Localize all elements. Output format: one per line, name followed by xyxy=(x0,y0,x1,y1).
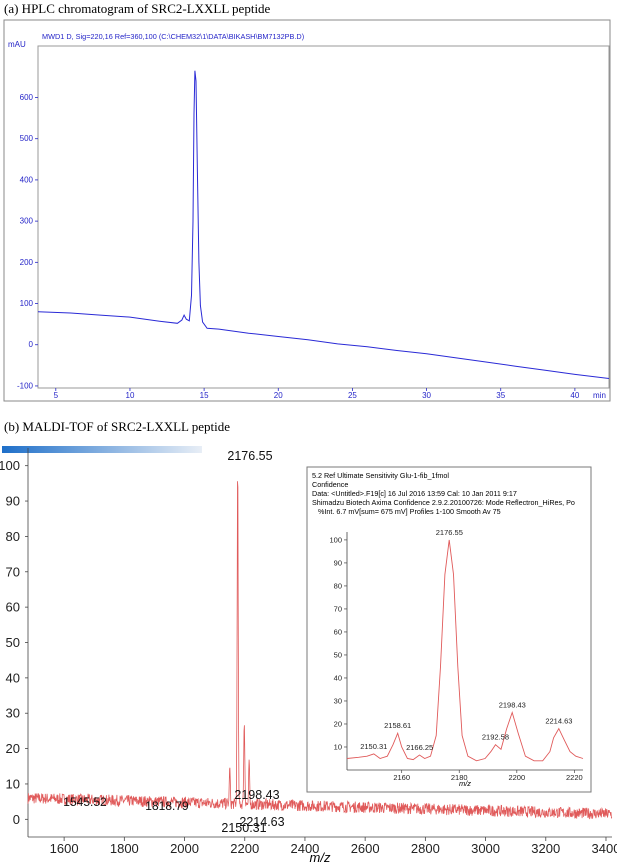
inset-y-tick-label: 80 xyxy=(334,581,342,590)
hplc-y-tick-label: 200 xyxy=(20,258,34,267)
inset-peak-labels: 2150.31 2158.61 2166.25 2176.55 2192.58 2198.… xyxy=(360,528,572,752)
maldi-x-tick-label: 2800 xyxy=(411,841,440,856)
inset-peak-label: 2158.61 xyxy=(384,721,411,730)
hplc-caption: (a) HPLC chromatogram of SRC2-LXXLL pept… xyxy=(4,1,271,16)
inset-peak-label: 2150.31 xyxy=(360,742,387,751)
hplc-outer-frame xyxy=(3,19,611,402)
inset-y-tick-label: 60 xyxy=(334,627,342,636)
hplc-y-tick-label: 600 xyxy=(20,93,34,102)
maldi-y-tick-label: 30 xyxy=(6,706,20,721)
maldi-y-tick-label: 80 xyxy=(6,529,20,544)
hplc-plot-frame xyxy=(37,45,610,389)
hplc-x-tick-label: 40 xyxy=(570,391,579,400)
inset-peak-label: 2176.55 xyxy=(436,528,463,537)
inset-y-tick-label: 50 xyxy=(334,650,342,659)
maldi-y-tick-label: 70 xyxy=(6,564,20,579)
hplc-x-tick-label: 15 xyxy=(200,391,209,400)
maldi-x-tick-label: 3200 xyxy=(531,841,560,856)
inset-x-tick-label: 2160 xyxy=(393,773,410,782)
maldi-x-tick-label: 1600 xyxy=(50,841,79,856)
maldi-peak-label: 2214.63 xyxy=(239,815,284,829)
maldi-y-tick-label: 100 xyxy=(0,458,20,473)
inset-y-axis: 10 20 30 40 50 60 70 80 90 100 xyxy=(329,535,347,751)
hplc-x-tick-label: 20 xyxy=(274,391,283,400)
maldi-x-tick-label: 3000 xyxy=(471,841,500,856)
inset-header: 5.2 Ref Ultimate Sensitivity Glu-1-fib_1… xyxy=(312,471,575,516)
inset-y-tick-label: 10 xyxy=(334,742,342,751)
maldi-peak-label: 2150.31 xyxy=(221,821,266,835)
maldi-y-tick-label: 90 xyxy=(6,494,20,509)
inset-x-tick-label: 2180 xyxy=(451,773,468,782)
inset-x-tick-label: 2200 xyxy=(508,773,525,782)
hplc-x-tick-label: 10 xyxy=(126,391,135,400)
inset-y-tick-label: 100 xyxy=(329,535,342,544)
hplc-y-tick-label: -100 xyxy=(17,381,34,390)
hplc-y-tick-label: 300 xyxy=(20,217,34,226)
maldi-y-tick-label: 50 xyxy=(6,635,20,650)
inset-y-tick-label: 40 xyxy=(334,673,342,682)
inset-header-line: 5.2 Ref Ultimate Sensitivity Glu-1-fib_1… xyxy=(312,471,449,480)
maldi-peak-label: 2198.43 xyxy=(234,788,279,802)
maldi-caption: (b) MALDI-TOF of SRC2-LXXLL peptide xyxy=(4,419,231,434)
inset-header-line: Data: <Untitled>.F19[c] 16 Jul 2016 13:5… xyxy=(312,489,517,498)
hplc-header: MWD1 D, Sig=220,16 Ref=360,100 (C:\CHEM3… xyxy=(42,32,304,41)
inset-y-tick-label: 30 xyxy=(334,696,342,705)
inset-header-line: Shimadzu Biotech Axima Confidence 2.9.2.… xyxy=(312,498,575,507)
maldi-x-tick-label: 2000 xyxy=(170,841,199,856)
maldi-y-axis: 0 10 20 30 40 50 60 70 80 90 100 xyxy=(0,458,28,827)
inset-peak-label: 2192.58 xyxy=(482,733,509,742)
hplc-x-tick-label: 35 xyxy=(496,391,505,400)
hplc-x-axis: 5 10 15 20 25 30 35 40 xyxy=(54,388,580,400)
inset-x-axis-label: m/z xyxy=(459,779,471,788)
inset-x-axis: 2160 2180 2200 2220 xyxy=(393,770,583,782)
maldi-annotation-label: 1818.79 xyxy=(145,799,189,813)
maldi-x-tick-label: 2200 xyxy=(230,841,259,856)
maldi-trace xyxy=(27,481,613,820)
maldi-y-tick-label: 40 xyxy=(6,670,20,685)
maldi-peak-label: 2176.55 xyxy=(227,449,272,463)
hplc-y-tick-label: 0 xyxy=(29,340,34,349)
maldi-y-tick-label: 60 xyxy=(6,600,20,615)
hplc-y-axis-label: mAU xyxy=(8,40,26,49)
hplc-y-tick-label: 400 xyxy=(20,175,34,184)
inset-header-line: Confidence xyxy=(312,480,348,489)
hplc-y-tick-label: 500 xyxy=(20,134,34,143)
maldi-banner xyxy=(2,446,202,453)
hplc-x-axis-label: min xyxy=(593,391,606,400)
inset-y-tick-label: 90 xyxy=(334,558,342,567)
hplc-y-axis: -100 0 100 200 300 400 500 600 xyxy=(17,93,38,390)
maldi-x-tick-label: 3400 xyxy=(592,841,617,856)
maldi-peak-labels: 2150.31 2176.55 2198.43 2214.63 1545.52 1818.… xyxy=(63,449,284,835)
inset-peak-label: 2166.25 xyxy=(406,743,433,752)
inset-trace xyxy=(346,539,584,762)
inset-y-tick-label: 70 xyxy=(334,604,342,613)
inset-peak-label: 2198.43 xyxy=(499,700,526,709)
maldi-y-tick-label: 10 xyxy=(6,776,20,791)
inset-header-line: %Int. 6.7 mV[sum= 675 mV] Profiles 1-100… xyxy=(318,507,501,516)
maldi-inset: 5.2 Ref Ultimate Sensitivity Glu-1-fib_1… xyxy=(306,466,592,793)
hplc-trace xyxy=(37,70,610,379)
inset-frame xyxy=(306,466,592,793)
maldi-y-tick-label: 0 xyxy=(13,812,20,827)
maldi-y-tick-label: 20 xyxy=(6,741,20,756)
maldi-x-axis-label: m/z xyxy=(310,850,331,865)
maldi-x-tick-label: 1800 xyxy=(110,841,139,856)
hplc-panel: MWD1 D, Sig=220,16 Ref=360,100 (C:\CHEM3… xyxy=(3,19,611,402)
inset-x-tick-label: 2220 xyxy=(566,773,583,782)
hplc-y-tick-label: 100 xyxy=(20,299,34,308)
maldi-x-tick-label: 2400 xyxy=(290,841,319,856)
hplc-x-tick-label: 30 xyxy=(422,391,431,400)
inset-peak-label: 2214.63 xyxy=(545,717,572,726)
hplc-x-tick-label: 5 xyxy=(54,391,59,400)
inset-y-tick-label: 20 xyxy=(334,719,342,728)
maldi-x-tick-label: 2600 xyxy=(351,841,380,856)
maldi-x-axis: 1600 1800 2000 2200 2400 2600 2800 3000 3200 3400 xyxy=(50,837,617,856)
hplc-x-tick-label: 25 xyxy=(348,391,357,400)
maldi-annotation-label: 1545.52 xyxy=(63,795,107,809)
